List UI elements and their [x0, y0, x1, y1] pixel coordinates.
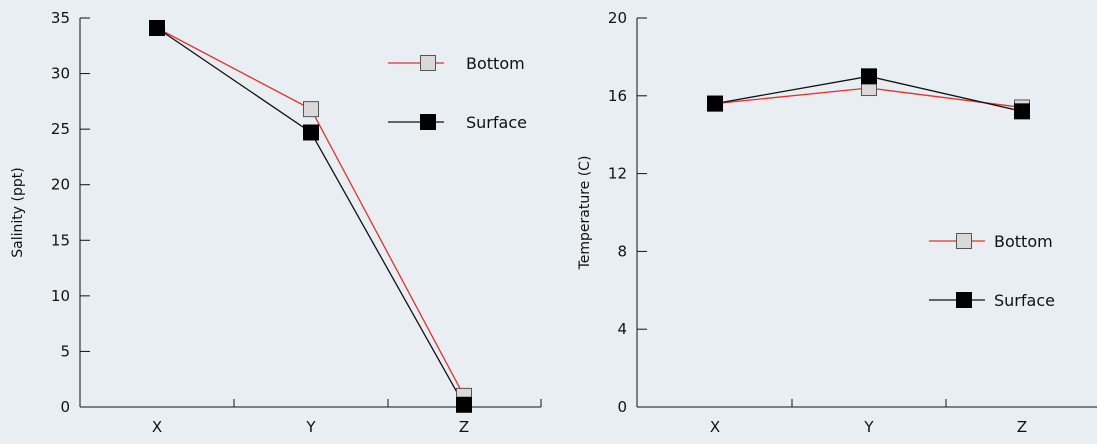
legend-marker-surface	[420, 114, 436, 130]
x-tick-label: X	[710, 418, 720, 436]
y-tick-label: 12	[608, 165, 627, 183]
data-point-surface	[303, 124, 319, 141]
y-tick-label: 4	[617, 320, 627, 338]
series-line-surface	[156, 27, 465, 406]
chart-panel-1: 0 5 10 15 20 25 30 35 X Y Z Salinity (ppt) Bottom Sur…	[10, 9, 542, 436]
legend-label-bottom: Bottom	[994, 232, 1053, 251]
y-tick-label: 20	[608, 9, 627, 27]
series-line-bottom	[156, 27, 465, 397]
data-point-surface	[456, 396, 472, 413]
legend-marker-bottom	[420, 55, 436, 71]
x-tick-label: Y	[305, 418, 316, 436]
y-tick-label: 0	[60, 398, 70, 416]
y-tick-label: 30	[51, 65, 70, 83]
y-tick-label: 20	[51, 176, 70, 194]
data-point-surface	[861, 68, 877, 85]
y-axis-title: Salinity (ppt)	[10, 167, 26, 257]
x-tick-label: Y	[863, 418, 874, 436]
legend-marker-bottom	[956, 233, 972, 249]
y-tick-label: 35	[51, 9, 70, 27]
y-tick-label: 0	[617, 398, 627, 416]
legend-label-bottom: Bottom	[466, 54, 525, 73]
legend-label-surface: Surface	[994, 291, 1055, 310]
data-point-bottom	[303, 101, 319, 118]
y-axis-title: Temperature (C)	[577, 156, 593, 271]
data-point-surface	[707, 95, 723, 112]
data-point-surface	[1014, 103, 1030, 120]
x-tick-label: Z	[1017, 418, 1027, 436]
chart-panel-2: 0 4 8 12 16 20 X Y Z Temperature (C) Bottom Surface	[577, 9, 1097, 436]
y-tick-label: 25	[51, 120, 70, 138]
legend-label-surface: Surface	[466, 113, 527, 132]
y-tick-label: 8	[617, 242, 627, 260]
legend: Bottom Surface	[388, 54, 527, 132]
legend: Bottom Surface	[929, 232, 1055, 310]
y-tick-label: 10	[51, 287, 70, 305]
legend-marker-surface	[956, 292, 972, 308]
x-tick-label: X	[152, 418, 162, 436]
y-tick-label: 15	[51, 231, 70, 249]
data-point-surface	[149, 20, 165, 37]
y-tick-label: 16	[608, 87, 627, 105]
x-tick-label: Z	[459, 418, 469, 436]
y-tick-label: 5	[60, 342, 70, 360]
